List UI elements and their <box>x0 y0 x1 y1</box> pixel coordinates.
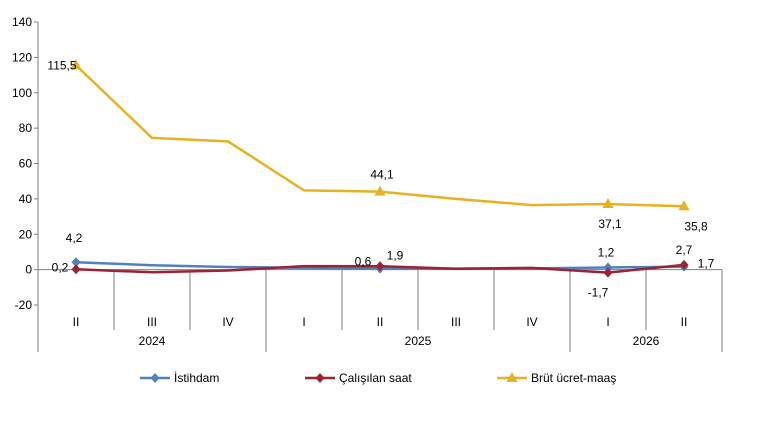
y-tick-label: 80 <box>19 121 33 135</box>
data-point <box>602 198 614 209</box>
y-tick-label: 140 <box>12 15 32 29</box>
data-label: 2,7 <box>676 243 693 257</box>
data-point <box>375 261 385 272</box>
y-tick-label: -20 <box>15 298 33 312</box>
series-2 <box>70 59 690 211</box>
legend-label: Brüt ücret-maaş <box>531 371 616 385</box>
data-point <box>71 257 81 268</box>
y-tick-label: 20 <box>19 227 33 241</box>
data-point <box>374 185 386 196</box>
x-category-label: IV <box>526 315 537 329</box>
x-category-label: II <box>377 315 384 329</box>
data-point <box>603 267 613 278</box>
x-category-label: III <box>147 315 157 329</box>
x-category-label: I <box>302 315 305 329</box>
y-tick-label: 40 <box>19 192 33 206</box>
series-layer <box>70 59 690 278</box>
x-category-label: II <box>73 315 80 329</box>
data-point <box>678 200 690 211</box>
legend-label: İstihdam <box>174 371 219 385</box>
x-year-label: 2026 <box>633 334 660 348</box>
data-point <box>150 373 160 383</box>
y-tick-label: 0 <box>25 263 32 277</box>
legend-item-2: Brüt ücret-maaş <box>497 371 616 385</box>
x-category-label: I <box>606 315 609 329</box>
data-label: 1,7 <box>698 257 715 271</box>
x-year-label: 2024 <box>139 334 166 348</box>
data-point <box>70 59 82 70</box>
x-category-label: II <box>681 315 688 329</box>
data-label: 37,1 <box>598 217 622 231</box>
data-label: -1,7 <box>588 286 609 300</box>
data-labels: 4,2 0,6 1,2 1,7 0,2 1,9 -1,7 2,7 115,5 44,1 37,1 35… <box>47 58 714 299</box>
data-point <box>679 259 689 270</box>
data-point <box>506 372 518 382</box>
y-tick-label: 60 <box>19 157 33 171</box>
data-label: 1,9 <box>387 248 404 262</box>
data-label: 4,2 <box>66 231 83 245</box>
data-point <box>603 262 613 273</box>
x-category-label: IV <box>222 315 233 329</box>
data-label: 0,2 <box>52 260 69 274</box>
data-label: 35,8 <box>684 219 708 233</box>
series-line <box>75 64 685 208</box>
y-tick-label: 120 <box>12 50 32 64</box>
legend: İstihdam Çalışılan saat Brüt ücret-maaş <box>140 371 616 385</box>
x-year-label: 2025 <box>405 334 432 348</box>
legend-item-0: İstihdam <box>140 371 219 385</box>
data-label: 44,1 <box>370 168 394 182</box>
data-label: 0,6 <box>355 255 372 269</box>
y-tick-label: 100 <box>12 86 32 100</box>
data-point <box>315 373 325 383</box>
series-1 <box>71 259 689 278</box>
data-point <box>71 264 81 275</box>
legend-label: Çalışılan saat <box>339 371 412 385</box>
data-label: 115,5 <box>47 58 76 72</box>
legend-item-1: Çalışılan saat <box>305 371 412 385</box>
data-label: 1,2 <box>598 246 615 260</box>
x-category-label: III <box>451 315 461 329</box>
